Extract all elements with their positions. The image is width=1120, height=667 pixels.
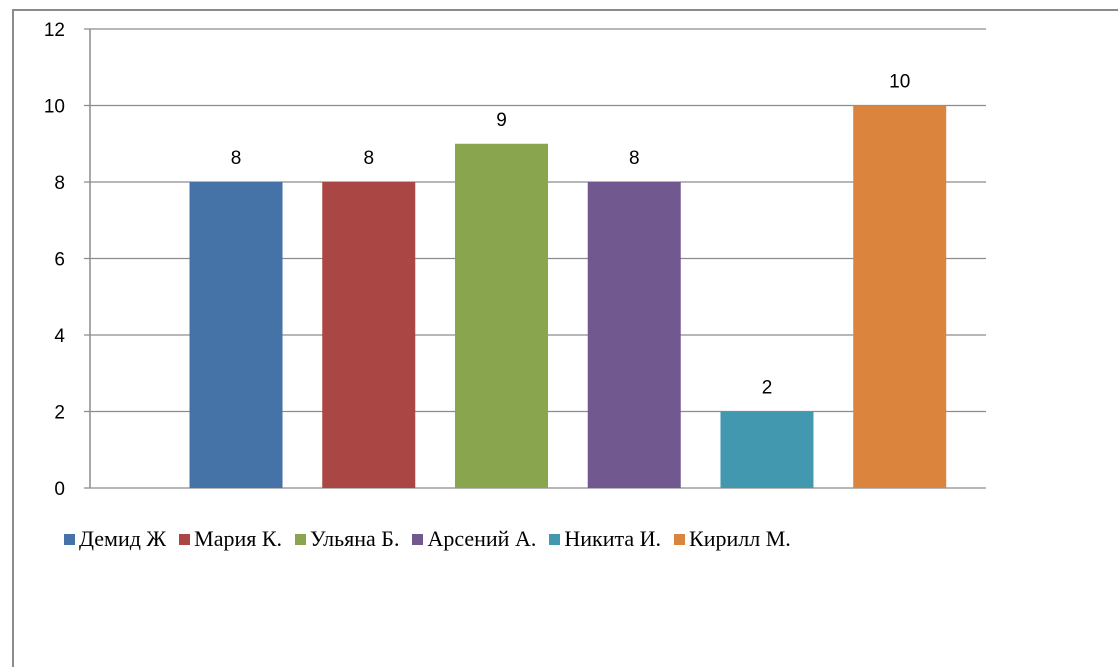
legend-item: Арсений А.: [412, 526, 536, 552]
bar-value-label: 2: [762, 378, 773, 399]
y-tick-label: 12: [44, 20, 65, 41]
legend-label: Арсений А.: [427, 526, 537, 551]
bar: [322, 182, 416, 488]
legend-swatch: [179, 533, 191, 545]
y-tick-label: 0: [54, 479, 65, 500]
legend-label: Никита И.: [564, 526, 662, 551]
chart-frame: [12, 9, 1118, 667]
bar: [720, 411, 814, 488]
y-tick-label: 10: [44, 97, 65, 118]
legend-swatch: [412, 533, 424, 545]
data-labels: 8 8 9 8 2 10: [231, 72, 911, 399]
legend-swatch: [674, 533, 686, 545]
bar-value-label: 9: [496, 110, 507, 131]
y-axis-ticks: 0 2 4 6 8 10 12: [44, 20, 66, 500]
legend-swatch: [295, 533, 307, 545]
y-tick-label: 6: [54, 250, 65, 271]
bars: [189, 105, 947, 488]
legend-item: Мария К.: [179, 526, 282, 552]
bar-chart: 8 8 9 8 2 10 0 2 4 6 8 10 12: [44, 20, 986, 500]
bar-value-label: 10: [889, 72, 910, 93]
bar: [454, 143, 548, 488]
legend-swatch: [64, 533, 75, 545]
legend-item: Ульяна Б.: [295, 526, 399, 552]
legend-label: Демид Ж: [79, 526, 167, 551]
legend-item: Никита И.: [549, 526, 661, 552]
legend-label: Кирилл М.: [689, 526, 791, 551]
bar-value-label: 8: [363, 148, 374, 169]
y-tick-label: 4: [54, 326, 65, 347]
bar: [189, 182, 283, 488]
bar-value-label: 8: [629, 148, 640, 169]
bar: [853, 105, 947, 488]
legend-label: Мария К.: [194, 526, 283, 551]
legend-item: Кирилл М.: [674, 526, 791, 552]
legend: Демид Ж Мария К. Ульяна Б. Арсений А. Никита…: [64, 524, 804, 554]
legend-item: Демид Ж: [64, 526, 166, 552]
legend-label: Ульяна Б.: [310, 526, 400, 551]
legend-swatch: [549, 533, 561, 545]
bar-value-label: 8: [231, 148, 242, 169]
y-tick-label: 8: [54, 173, 65, 194]
bar: [587, 182, 681, 488]
y-tick-label: 2: [54, 403, 65, 424]
